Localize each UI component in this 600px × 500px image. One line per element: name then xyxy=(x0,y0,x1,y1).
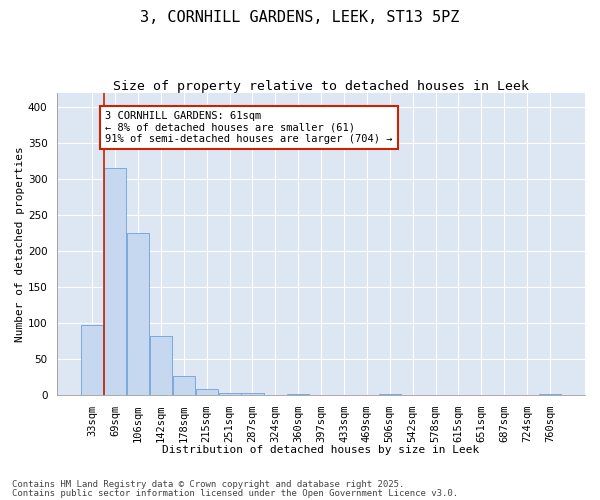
Bar xyxy=(150,336,172,395)
Bar xyxy=(379,394,401,395)
Title: Size of property relative to detached houses in Leek: Size of property relative to detached ho… xyxy=(113,80,529,93)
Bar xyxy=(173,376,195,395)
Bar xyxy=(196,388,218,395)
Text: 3, CORNHILL GARDENS, LEEK, ST13 5PZ: 3, CORNHILL GARDENS, LEEK, ST13 5PZ xyxy=(140,10,460,25)
Text: Contains public sector information licensed under the Open Government Licence v3: Contains public sector information licen… xyxy=(12,488,458,498)
X-axis label: Distribution of detached houses by size in Leek: Distribution of detached houses by size … xyxy=(163,445,480,455)
Bar xyxy=(104,168,127,395)
Bar xyxy=(539,394,561,395)
Bar xyxy=(81,325,103,395)
Bar xyxy=(241,393,263,395)
Bar xyxy=(287,394,310,395)
Text: Contains HM Land Registry data © Crown copyright and database right 2025.: Contains HM Land Registry data © Crown c… xyxy=(12,480,404,489)
Y-axis label: Number of detached properties: Number of detached properties xyxy=(15,146,25,342)
Bar xyxy=(218,393,241,395)
Text: 3 CORNHILL GARDENS: 61sqm
← 8% of detached houses are smaller (61)
91% of semi-d: 3 CORNHILL GARDENS: 61sqm ← 8% of detach… xyxy=(105,111,392,144)
Bar xyxy=(127,233,149,395)
